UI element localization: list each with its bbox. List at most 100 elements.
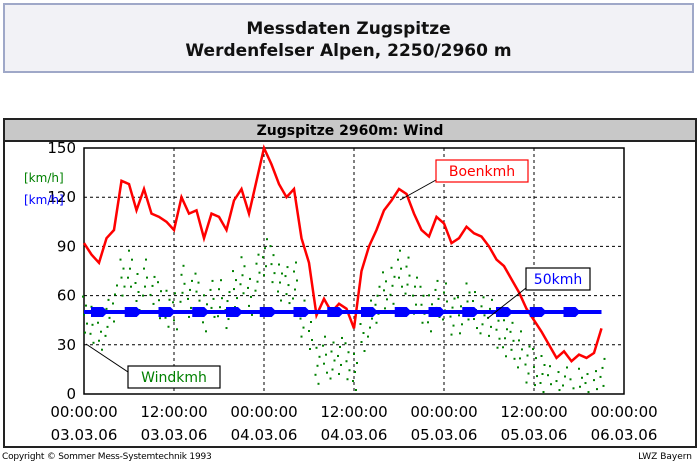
windkmh-point	[415, 303, 417, 306]
windkmh-point	[362, 332, 365, 334]
windkmh-point	[457, 296, 459, 299]
windkmh-point	[399, 249, 401, 252]
windkmh-point	[489, 307, 491, 310]
windkmh-point	[385, 280, 387, 283]
windkmh-point	[210, 306, 213, 309]
windkmh-point	[510, 348, 513, 351]
windkmh-point	[497, 319, 500, 322]
windkmh-point	[212, 297, 215, 300]
windkmh-point	[405, 265, 408, 268]
windkmh-point	[284, 275, 287, 278]
windkmh-point	[549, 365, 551, 368]
windkmh-point	[84, 331, 86, 334]
windkmh-point	[446, 300, 448, 303]
windkmh-point	[114, 293, 116, 296]
windkmh-point	[524, 363, 527, 366]
windkmh-point	[218, 288, 220, 291]
windkmh-point	[383, 289, 385, 292]
windkmh-point	[339, 345, 341, 348]
windkmh-point	[296, 279, 298, 282]
windkmh-point	[509, 330, 512, 333]
windkmh-point	[587, 391, 590, 394]
windkmh-point	[116, 284, 118, 287]
boenkmh-line	[82, 144, 603, 364]
header-subtitle: Werdenfelser Alpen, 2250/2960 m	[185, 41, 512, 61]
windkmh-point	[572, 387, 575, 390]
windkmh-point	[534, 384, 536, 387]
threshold-arrow	[462, 307, 480, 317]
windkmh-point	[247, 286, 249, 289]
threshold-arrow	[529, 307, 547, 317]
windkmh-point	[324, 335, 326, 338]
windkmh-point	[179, 300, 182, 303]
windkmh-point	[359, 323, 362, 325]
y-unit-label: [km/h]	[24, 171, 64, 185]
windkmh-point	[356, 362, 358, 364]
windkmh-point	[407, 256, 410, 259]
windkmh-point	[329, 377, 332, 380]
windkmh-point	[404, 292, 407, 295]
windkmh-point	[168, 298, 171, 301]
windkmh-point	[498, 337, 501, 340]
windkmh-point	[123, 285, 126, 288]
windkmh-point	[511, 321, 514, 324]
windkmh-point	[389, 293, 392, 296]
windkmh-point	[562, 384, 564, 387]
windkmh-point	[386, 298, 388, 301]
windkmh-point	[517, 366, 519, 369]
windkmh-point	[131, 258, 133, 261]
windkmh-point	[543, 364, 546, 366]
windkmh-point	[240, 256, 243, 259]
windkmh-point	[468, 291, 471, 294]
windkmh-point	[157, 281, 159, 284]
x-tick-time: 00:00:00	[50, 403, 117, 421]
windkmh-point	[331, 368, 334, 371]
windkmh-point	[239, 283, 242, 286]
windkmh-point	[384, 307, 386, 310]
callout-label: Windkmh	[141, 370, 207, 386]
windkmh-point	[400, 267, 402, 270]
header-title: Messdaten Zugspitze	[246, 19, 451, 39]
windkmh-point	[235, 279, 237, 282]
windkmh-point	[227, 318, 230, 321]
threshold-arrow	[293, 307, 311, 317]
windkmh-point	[521, 348, 523, 351]
windkmh-point	[601, 366, 604, 369]
windkmh-point	[578, 367, 580, 370]
x-tick-date: 06.03.06	[591, 426, 658, 444]
windkmh-point	[258, 271, 261, 274]
x-tick-time: 00:00:00	[230, 403, 297, 421]
windkmh-point	[98, 339, 100, 342]
windkmh-point	[316, 364, 319, 367]
callout-box	[127, 365, 221, 389]
windkmh-point	[541, 373, 544, 375]
windkmh-point	[428, 294, 430, 297]
windkmh-point	[181, 291, 184, 294]
windkmh-point	[176, 328, 178, 331]
windkmh-point	[287, 284, 290, 287]
windkmh-point	[473, 318, 475, 321]
y-tick-label: 90	[57, 237, 76, 255]
windkmh-point	[482, 296, 485, 299]
windkmh-point	[121, 294, 124, 297]
windkmh-point	[183, 282, 186, 285]
windkmh-point	[315, 346, 318, 349]
windkmh-point	[167, 325, 170, 328]
windkmh-point	[346, 378, 349, 381]
windkmh-point	[144, 285, 146, 288]
windkmh-point	[220, 279, 222, 282]
windkmh-point	[232, 270, 234, 273]
windkmh-point	[202, 321, 204, 324]
windkmh-point	[254, 289, 257, 292]
windkmh-point	[354, 371, 356, 373]
windkmh-point	[164, 316, 167, 319]
windkmh-point	[599, 375, 602, 378]
windkmh-point	[122, 267, 125, 270]
windkmh-point	[488, 334, 490, 337]
windkmh-point	[338, 372, 340, 375]
windkmh-point	[355, 389, 357, 391]
windkmh-point	[490, 325, 492, 328]
windkmh-point	[203, 294, 205, 297]
windkmh-point	[579, 385, 581, 388]
windkmh-point	[566, 366, 568, 369]
